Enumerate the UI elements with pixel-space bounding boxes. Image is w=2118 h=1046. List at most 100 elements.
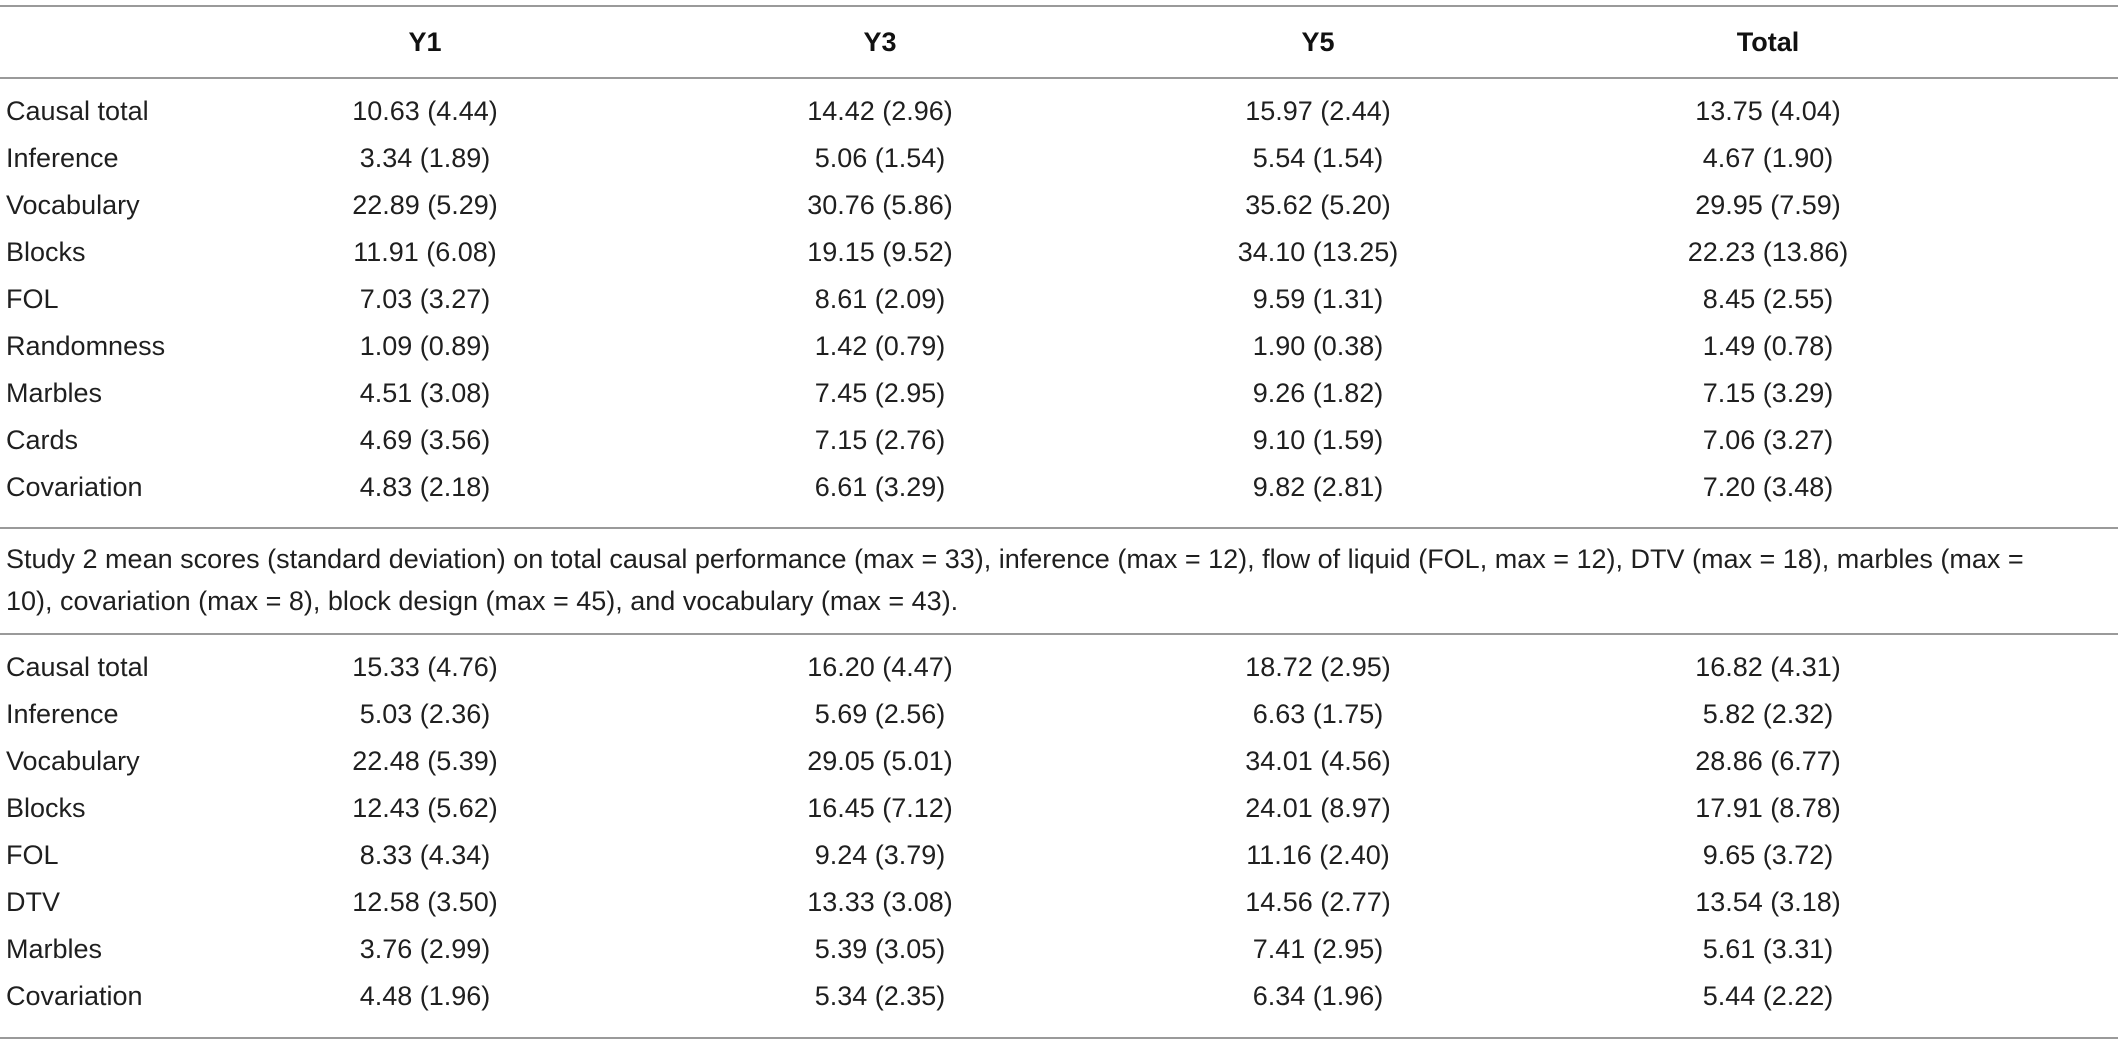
row-label: Vocabulary (6, 190, 140, 220)
table-header: Y1 Y3 Y5 Total (0, 6, 2118, 78)
cell-y5: 35.62 (5.20) (1245, 190, 1391, 220)
row-label: Blocks (6, 237, 86, 267)
cell-y5: 14.56 (2.77) (1245, 887, 1391, 917)
table-row: Blocks 12.43 (5.62) 16.45 (7.12) 24.01 (8.9… (0, 785, 2118, 832)
cell-y5: 34.01 (4.56) (1245, 746, 1391, 776)
table-row: Covariation 4.48 (1.96) 5.34 (2.35) 6.34 (1… (0, 973, 2118, 1020)
cell-y5: 15.97 (2.44) (1245, 96, 1391, 126)
cell-total: 8.45 (2.55) (1702, 284, 1834, 314)
cell-total: 28.86 (6.77) (1695, 746, 1841, 776)
cell-total: 17.91 (8.78) (1695, 793, 1841, 823)
cell-y3: 16.20 (4.47) (807, 652, 953, 682)
table-row: Cards 4.69 (3.56) 7.15 (2.76) 9.10 (1.59) 7.… (0, 417, 2118, 464)
cell-y5: 6.34 (1.96) (1252, 981, 1384, 1011)
cell-total: 7.20 (3.48) (1702, 472, 1834, 502)
table-row: Vocabulary 22.48 (5.39) 29.05 (5.01) 34.01 … (0, 738, 2118, 785)
cell-total: 5.44 (2.22) (1702, 981, 1834, 1011)
cell-y5: 11.16 (2.40) (1246, 840, 1390, 870)
cell-y3: 5.69 (2.56) (814, 699, 946, 729)
cell-total: 9.65 (3.72) (1702, 840, 1834, 870)
cell-y1: 4.48 (1.96) (359, 981, 491, 1011)
column-header-y5: Y5 (1301, 27, 1335, 57)
cell-y1: 5.03 (2.36) (359, 699, 491, 729)
row-label: Marbles (6, 378, 103, 408)
table-row: Marbles 4.51 (3.08) 7.45 (2.95) 9.26 (1.82)… (0, 370, 2118, 417)
cell-total: 7.06 (3.27) (1702, 425, 1834, 455)
cell-y3: 19.15 (9.52) (807, 237, 953, 267)
column-header-y1: Y1 (408, 27, 442, 57)
cell-y5: 7.41 (2.95) (1252, 934, 1384, 964)
cell-y1: 4.69 (3.56) (359, 425, 491, 455)
cell-y3: 30.76 (5.86) (807, 190, 953, 220)
cell-y5: 5.54 (1.54) (1252, 143, 1384, 173)
cell-y3: 7.45 (2.95) (814, 378, 946, 408)
cell-y1: 8.33 (4.34) (359, 840, 491, 870)
table-row: Blocks 11.91 (6.08) 19.15 (9.52) 34.10 (13.… (0, 229, 2118, 276)
cell-y3: 5.34 (2.35) (814, 981, 946, 1011)
cell-y1: 4.83 (2.18) (359, 472, 491, 502)
cell-total: 4.67 (1.90) (1702, 143, 1834, 173)
cell-y5: 9.10 (1.59) (1252, 425, 1384, 455)
cell-y3: 5.06 (1.54) (814, 143, 946, 173)
table-row: DTV 12.58 (3.50) 13.33 (3.08) 14.56 (2.77) 1… (0, 879, 2118, 926)
cell-y3: 8.61 (2.09) (814, 284, 946, 314)
row-label: Blocks (6, 793, 86, 823)
cell-y1: 12.43 (5.62) (352, 793, 498, 823)
cell-y5: 24.01 (8.97) (1245, 793, 1391, 823)
row-label: DTV (6, 887, 60, 917)
table-row: Causal total 10.63 (4.44) 14.42 (2.96) 15.9… (0, 88, 2118, 135)
study1-bottom-rule (0, 527, 2118, 529)
column-header-y3: Y3 (863, 27, 897, 57)
cell-y3: 14.42 (2.96) (807, 96, 953, 126)
table-row: Inference 3.34 (1.89) 5.06 (1.54) 5.54 (1.5… (0, 135, 2118, 182)
cell-total: 13.54 (3.18) (1695, 887, 1841, 917)
table-row: Randomness 1.09 (0.89) 1.42 (0.79) 1.90 (0.… (0, 323, 2118, 370)
table-row: Marbles 3.76 (2.99) 5.39 (3.05) 7.41 (2.95)… (0, 926, 2118, 973)
row-label: FOL (6, 840, 59, 870)
study2-top-rule (0, 633, 2118, 635)
cell-y3: 7.15 (2.76) (814, 425, 946, 455)
cell-total: 7.15 (3.29) (1702, 378, 1834, 408)
cell-total: 22.23 (13.86) (1687, 237, 1849, 267)
table-row: Covariation 4.83 (2.18) 6.61 (3.29) 9.82 (2… (0, 464, 2118, 511)
cell-y5: 9.82 (2.81) (1252, 472, 1384, 502)
cell-total: 16.82 (4.31) (1695, 652, 1841, 682)
cell-y1: 12.58 (3.50) (352, 887, 498, 917)
row-label: Vocabulary (6, 746, 140, 776)
cell-y1: 4.51 (3.08) (359, 378, 491, 408)
cell-total: 13.75 (4.04) (1695, 96, 1841, 126)
cell-y1: 22.89 (5.29) (352, 190, 498, 220)
top-rule (0, 5, 2118, 7)
cell-y1: 1.09 (0.89) (359, 331, 491, 361)
row-label: Inference (6, 699, 119, 729)
cell-y1: 10.63 (4.44) (352, 96, 498, 126)
header-rule (0, 77, 2118, 79)
table-row: Inference 5.03 (2.36) 5.69 (2.56) 6.63 (1.7… (0, 691, 2118, 738)
cell-y1: 15.33 (4.76) (352, 652, 498, 682)
row-label: Cards (6, 425, 79, 455)
row-label: Randomness (6, 331, 166, 361)
bottom-rule (0, 1037, 2118, 1039)
cell-y1: 22.48 (5.39) (352, 746, 498, 776)
cell-y3: 6.61 (3.29) (814, 472, 946, 502)
cell-total: 1.49 (0.78) (1702, 331, 1834, 361)
row-label: Covariation (6, 472, 143, 502)
cell-total: 5.61 (3.31) (1702, 934, 1834, 964)
cell-y1: 3.34 (1.89) (359, 143, 491, 173)
cell-y1: 3.76 (2.99) (359, 934, 491, 964)
table-row: Vocabulary 22.89 (5.29) 30.76 (5.86) 35.62 … (0, 182, 2118, 229)
cell-y5: 9.59 (1.31) (1252, 284, 1384, 314)
cell-total: 5.82 (2.32) (1702, 699, 1834, 729)
cell-y5: 9.26 (1.82) (1252, 378, 1384, 408)
row-label: Causal total (6, 96, 149, 126)
cell-y5: 6.63 (1.75) (1252, 699, 1384, 729)
cell-y5: 1.90 (0.38) (1252, 331, 1384, 361)
row-label: Causal total (6, 652, 149, 682)
table-row: FOL 8.33 (4.34) 9.24 (3.79) 11.16 (2.40) 9.6… (0, 832, 2118, 879)
cell-y1: 7.03 (3.27) (359, 284, 491, 314)
cell-y5: 18.72 (2.95) (1245, 652, 1391, 682)
table-row: Causal total 15.33 (4.76) 16.20 (4.47) 18.7… (0, 644, 2118, 691)
row-label: Inference (6, 143, 119, 173)
cell-y3: 5.39 (3.05) (814, 934, 946, 964)
cell-total: 29.95 (7.59) (1695, 190, 1841, 220)
